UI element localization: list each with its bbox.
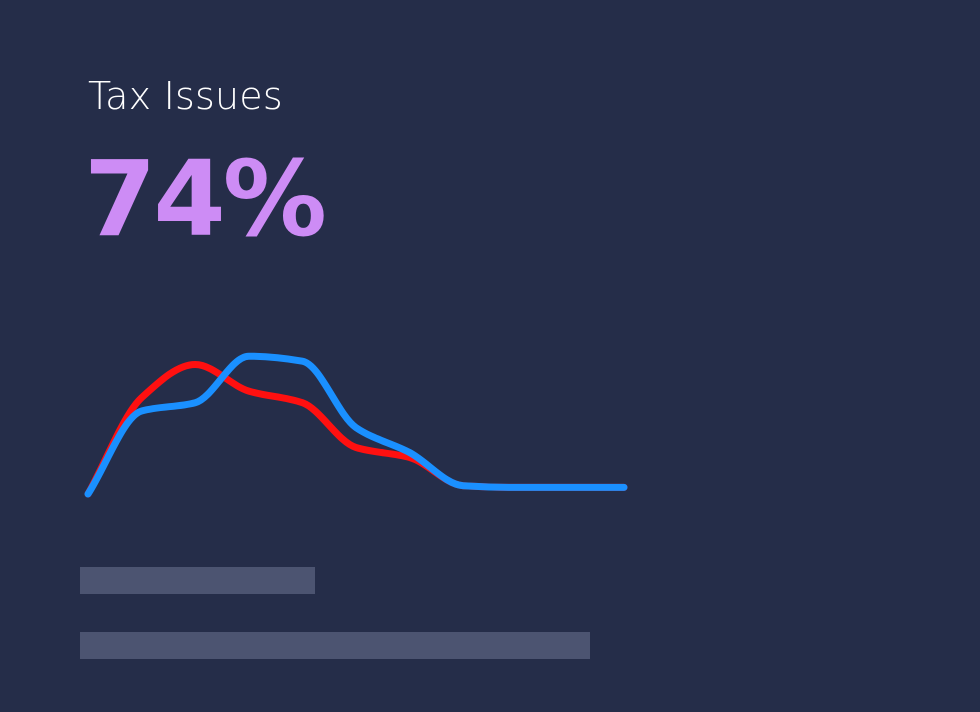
percentage-value: 74% — [84, 138, 327, 260]
card-title: Tax Issues — [88, 74, 283, 118]
placeholder-bar-2 — [80, 632, 590, 659]
series-line-blue — [84, 352, 628, 498]
placeholder-bar-1 — [80, 567, 315, 594]
